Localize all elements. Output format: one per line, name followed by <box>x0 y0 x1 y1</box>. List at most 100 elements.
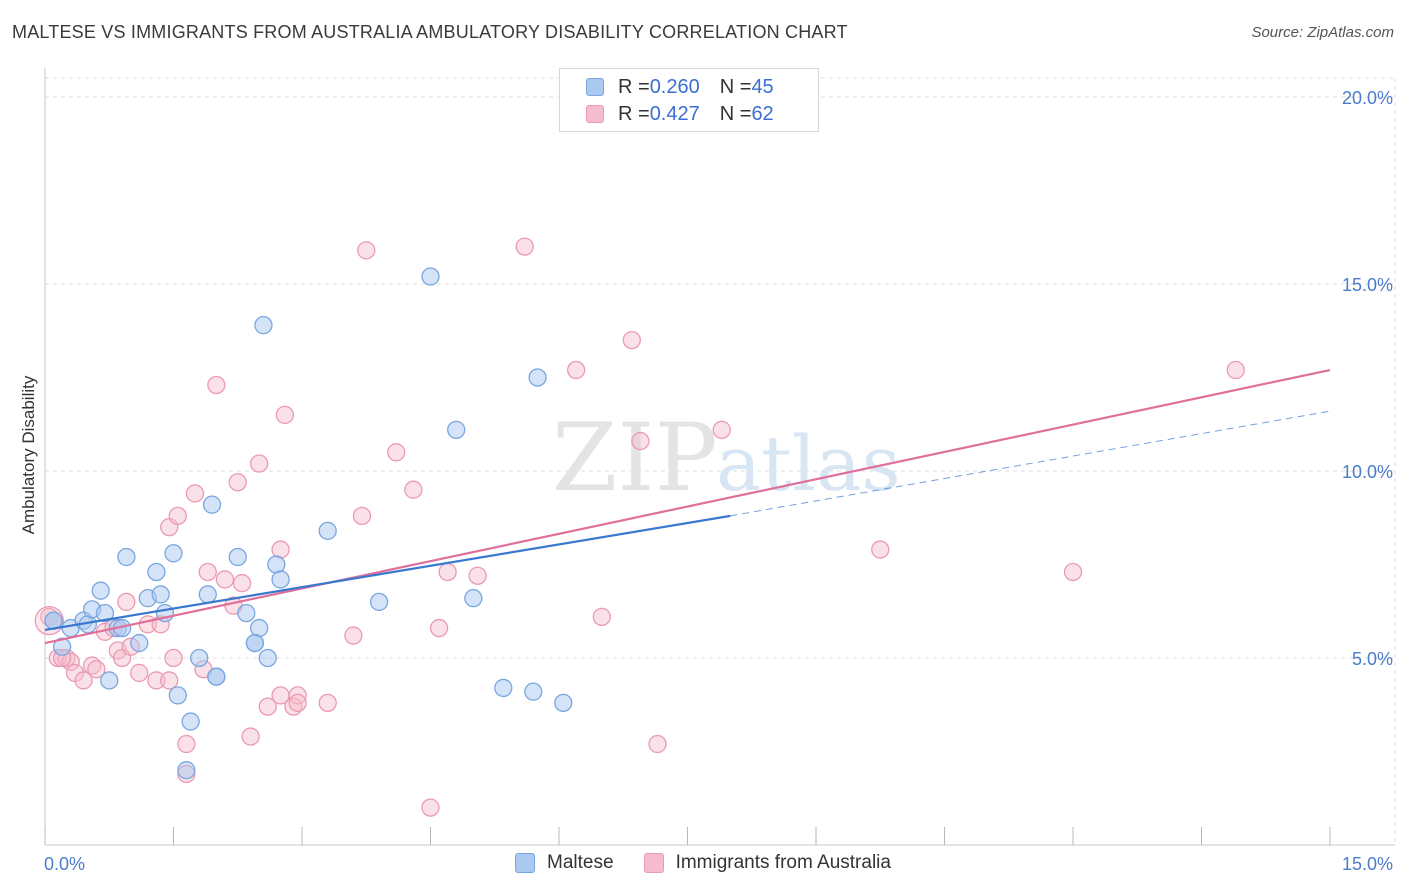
data-point-maltese <box>258 648 277 668</box>
data-point-maltese <box>271 570 290 589</box>
data-point-maltese <box>177 761 196 780</box>
data-point-immigrants <box>74 671 93 690</box>
data-point-immigrants <box>515 237 534 256</box>
data-point-maltese <box>524 682 543 701</box>
data-point-immigrants <box>130 663 149 683</box>
legend-label-maltese: Maltese <box>547 852 614 873</box>
data-point-maltese <box>181 712 200 731</box>
data-point-maltese <box>95 603 115 623</box>
data-point-maltese <box>164 544 183 563</box>
data-point-immigrants <box>168 506 187 526</box>
data-point-immigrants <box>207 375 226 395</box>
data-point-immigrants <box>622 330 641 350</box>
y-axis-label: Ambulatory Disability <box>19 375 38 534</box>
data-point-immigrants <box>177 734 196 754</box>
data-point-immigrants <box>648 734 667 754</box>
data-point-maltese <box>254 315 273 335</box>
data-point-maltese <box>237 603 256 623</box>
legend-r-value: 0.427 <box>649 102 700 125</box>
legend-n-label: N = <box>719 102 752 125</box>
data-point-immigrants <box>387 443 406 462</box>
data-point-immigrants <box>117 592 136 612</box>
data-point-immigrants <box>468 566 487 585</box>
legend-r-value: 0.260 <box>649 75 700 98</box>
stats-legend: R = 0.260 N = 45 R = 0.427 N = 62 <box>559 68 819 132</box>
y-tick-label: 15.0% <box>1342 275 1393 295</box>
data-point-immigrants <box>712 420 731 440</box>
data-point-immigrants <box>871 540 890 559</box>
data-point-maltese <box>198 585 217 604</box>
legend-swatch-maltese <box>515 853 536 873</box>
series-maltese-points <box>44 267 573 780</box>
data-point-maltese <box>494 678 513 698</box>
data-point-immigrants <box>566 360 586 380</box>
data-point-immigrants <box>404 480 423 499</box>
data-point-maltese <box>245 633 265 653</box>
legend-swatch-immigrants <box>643 853 664 873</box>
legend-swatch-immigrants <box>586 105 604 123</box>
data-point-immigrants <box>275 405 295 425</box>
data-point-immigrants <box>1063 562 1083 582</box>
data-point-maltese <box>267 555 286 574</box>
data-point-immigrants <box>164 648 183 668</box>
data-point-immigrants <box>258 697 277 716</box>
data-point-immigrants <box>271 540 290 559</box>
data-point-maltese <box>464 589 483 608</box>
data-point-maltese <box>190 648 209 668</box>
axis-layer <box>44 68 1395 846</box>
data-point-immigrants <box>357 241 376 260</box>
data-point-immigrants <box>1226 360 1245 380</box>
data-point-maltese <box>318 521 337 540</box>
data-point-immigrants <box>344 626 363 645</box>
data-point-maltese <box>447 420 466 440</box>
series-immigrants-points <box>34 237 1245 817</box>
data-point-immigrants <box>198 562 217 582</box>
watermark: ZIP atlas <box>552 404 900 513</box>
legend-r-label: R = <box>618 75 650 98</box>
data-point-immigrants <box>228 473 247 492</box>
trend-layer <box>44 368 1331 645</box>
data-point-immigrants <box>438 562 457 582</box>
data-point-immigrants <box>160 671 179 690</box>
y-tick-label: 20.0% <box>1342 88 1393 108</box>
legend-row-maltese: R = 0.260 N = 45 <box>586 75 774 99</box>
x-tick-label: 15.0% <box>1342 854 1393 874</box>
data-point-maltese <box>151 585 170 604</box>
data-point-maltese <box>130 633 149 653</box>
data-point-immigrants <box>631 431 650 451</box>
data-point-immigrants <box>232 574 252 593</box>
legend-item-maltese[interactable]: Maltese <box>515 852 614 874</box>
data-point-immigrants <box>352 506 372 526</box>
data-point-immigrants <box>215 570 235 589</box>
trendline-maltese-projection <box>730 410 1331 517</box>
data-point-immigrants <box>592 607 611 627</box>
data-point-maltese <box>421 267 440 286</box>
legend-item-immigrants[interactable]: Immigrants from Australia <box>643 852 891 874</box>
trendline-immigrants <box>44 368 1331 645</box>
data-point-immigrants <box>147 671 166 690</box>
watermark-zip: ZIP <box>552 404 718 513</box>
legend-n-label: N = <box>719 75 752 98</box>
x-tick-label: 0.0% <box>44 854 85 874</box>
series-legend: Maltese Immigrants from Australia <box>0 852 1406 874</box>
data-point-immigrants <box>250 454 269 473</box>
data-point-maltese <box>369 592 389 612</box>
source-label: Source: ZipAtlas.com <box>1251 24 1394 41</box>
data-point-maltese <box>168 686 187 705</box>
legend-n-value: 45 <box>751 75 774 98</box>
data-point-immigrants <box>288 693 307 713</box>
data-point-immigrants <box>429 618 449 638</box>
data-point-maltese <box>91 581 110 600</box>
chart-title: MALTESE VS IMMIGRANTS FROM AUSTRALIA AMB… <box>12 22 848 42</box>
data-point-immigrants <box>87 660 106 679</box>
data-point-maltese <box>117 547 136 567</box>
legend-swatch-maltese <box>586 78 604 96</box>
tick-labels: 5.0% 10.0% 15.0% 20.0% 0.0% 15.0% <box>44 88 1393 874</box>
data-point-maltese <box>528 368 547 387</box>
data-point-maltese <box>228 547 247 567</box>
data-point-immigrants <box>318 693 337 713</box>
data-point-maltese <box>202 495 222 514</box>
legend-label-immigrants: Immigrants from Australia <box>675 852 891 873</box>
data-point-immigrants <box>185 484 205 503</box>
